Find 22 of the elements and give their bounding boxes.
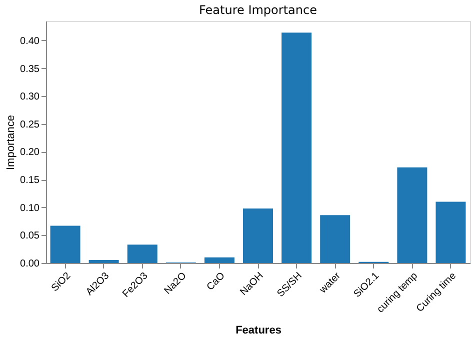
bar xyxy=(282,32,312,263)
y-tick-label: 0.35 xyxy=(20,64,40,75)
x-axis-title: Features xyxy=(236,324,282,337)
y-tick-label: 0.10 xyxy=(20,202,40,214)
bar xyxy=(127,244,158,263)
bar xyxy=(88,260,119,263)
bar xyxy=(50,226,80,263)
bar xyxy=(320,215,350,263)
chart-title: Feature Importance xyxy=(199,3,317,17)
bar xyxy=(397,167,428,263)
bar xyxy=(204,257,234,263)
bar xyxy=(243,208,273,263)
y-tick-label: 0.30 xyxy=(20,92,40,103)
y-tick-label: 0.25 xyxy=(20,119,40,130)
y-tick-label: 0.20 xyxy=(20,147,40,158)
bar xyxy=(436,202,466,263)
y-tick-label: 0.15 xyxy=(20,175,40,186)
y-tick-label: 0.40 xyxy=(20,36,40,47)
y-axis-title: Importance xyxy=(5,114,18,170)
y-tick-label: 0.00 xyxy=(20,258,40,270)
y-tick-label: 0.05 xyxy=(20,230,40,242)
x-tick-label: CaO xyxy=(204,270,228,293)
